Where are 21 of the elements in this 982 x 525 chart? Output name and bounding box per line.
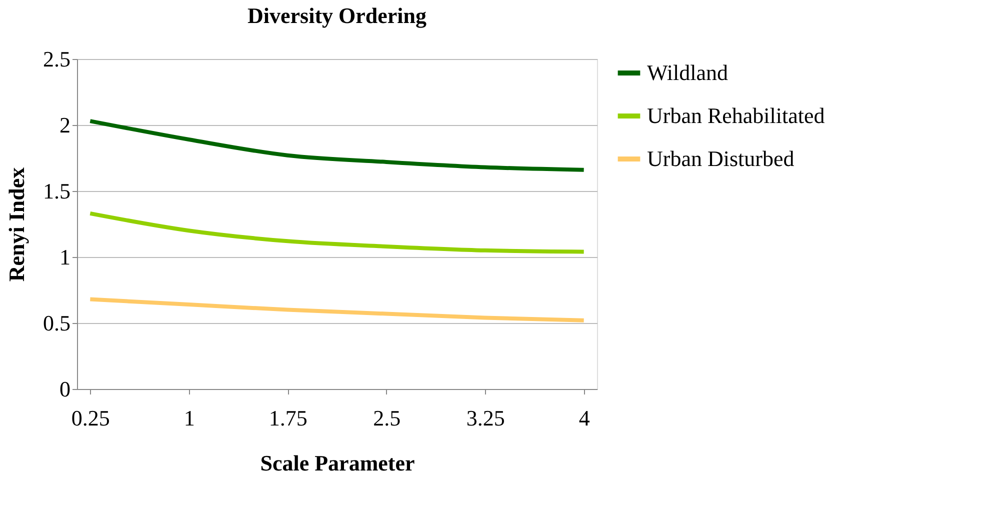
x-tick-label: 2.5: [373, 406, 401, 430]
y-tick-label: 2: [60, 112, 70, 138]
y-tick-label: 1.5: [43, 178, 70, 204]
y-tick-label: 1: [60, 244, 70, 270]
line-series: [88, 119, 586, 172]
x-axis-title: Scale Parameter: [260, 450, 415, 476]
legend-label: Urban Rehabilitated: [647, 103, 825, 128]
y-tick-label: 0.5: [43, 310, 70, 336]
x-tick-label: 1.75: [268, 406, 308, 430]
x-tick-label: 1: [184, 406, 195, 430]
chart-title: Diversity Ordering: [247, 3, 427, 28]
x-tick-label: 4: [578, 406, 590, 430]
y-axis-title: Renyi Index: [4, 167, 29, 282]
legend-label: Urban Disturbed: [647, 146, 794, 171]
y-tick-label: 2.5: [43, 46, 70, 72]
line-series: [88, 297, 586, 322]
y-tick-label: 0: [60, 376, 70, 402]
x-tick-label: 3.25: [466, 406, 505, 430]
legend-label: Wildland: [647, 60, 728, 85]
x-tick-label: 0.25: [71, 406, 110, 430]
line-series: [88, 211, 586, 254]
